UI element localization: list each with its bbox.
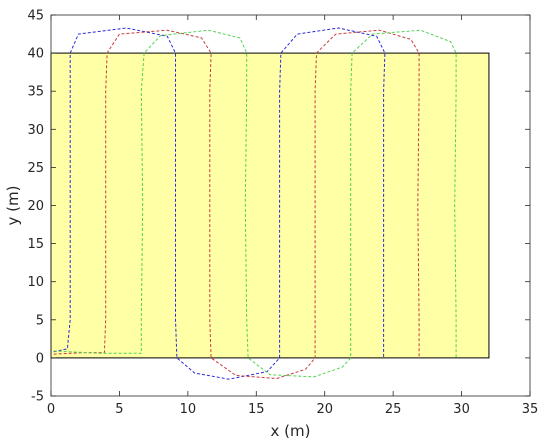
x-tick-label: 0: [47, 402, 55, 417]
y-tick-label: 25: [27, 161, 44, 176]
x-axis-label: x (m): [271, 422, 311, 440]
plot-layer: [50, 15, 530, 396]
y-tick-label: 15: [27, 237, 44, 252]
x-tick-label: 35: [522, 402, 539, 417]
y-tick-label: 40: [27, 47, 44, 62]
y-tick-label: -5: [31, 390, 44, 405]
x-tick-label: 25: [385, 402, 402, 417]
y-tick-label: 35: [27, 85, 44, 100]
x-tick-label: 20: [316, 402, 333, 417]
x-tick-label: 10: [180, 402, 197, 417]
y-tick-label: 30: [27, 123, 44, 138]
x-tick-label: 30: [453, 402, 470, 417]
y-tick-label: 5: [36, 313, 44, 328]
y-tick-label: 45: [27, 9, 44, 24]
y-axis-label: y (m): [4, 186, 22, 226]
x-tick-label: 15: [248, 402, 265, 417]
y-tick-label: 20: [27, 199, 44, 214]
x-tick-label: 5: [115, 402, 123, 417]
trajectory-line-2: [53, 29, 420, 379]
y-tick-label: 0: [36, 351, 44, 366]
y-tick-label: 10: [27, 275, 44, 290]
field-area: [50, 52, 490, 359]
trajectory-line-3: [53, 29, 457, 378]
